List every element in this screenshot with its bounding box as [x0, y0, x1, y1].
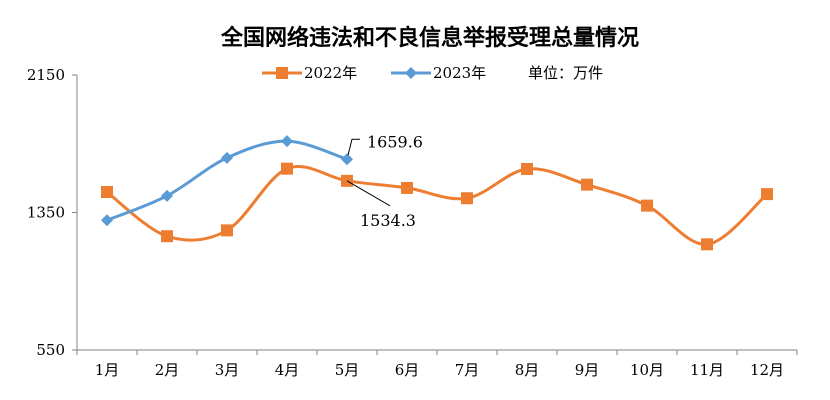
series-2022年 [101, 162, 773, 251]
data-label: 1659.6 [367, 132, 423, 151]
y-tick-label: 1350 [27, 204, 65, 222]
annotation-leader [346, 180, 391, 207]
data-point [281, 135, 293, 148]
legend-marker-2023 [405, 67, 417, 79]
y-tick-label: 2150 [27, 66, 65, 84]
data-point [581, 178, 593, 191]
data-point [221, 224, 233, 237]
series-2023年 [101, 135, 353, 227]
unit-note: 单位：万件 [528, 64, 603, 82]
x-tick-label: 7月 [455, 361, 480, 379]
legend-label-2023: 2023年 [433, 64, 486, 82]
x-tick-label: 6月 [395, 361, 420, 379]
data-point [161, 189, 173, 202]
data-point [761, 188, 773, 201]
x-tick-label: 5月 [335, 361, 360, 379]
series-line [106, 165, 769, 246]
y-tick-label: 550 [36, 341, 65, 359]
data-label: 1534.3 [360, 211, 416, 230]
chart-title: 全国网络违法和不良信息举报受理总量情况 [220, 25, 639, 51]
data-point [401, 181, 413, 194]
x-tick-label: 3月 [215, 361, 240, 379]
x-tick-label: 9月 [575, 361, 600, 379]
data-point [341, 153, 353, 166]
data-point [161, 230, 173, 243]
data-point [281, 162, 293, 175]
data-point [701, 238, 713, 251]
data-point [641, 199, 653, 212]
x-tick-label: 10月 [630, 361, 664, 379]
x-tick-label: 11月 [690, 361, 724, 379]
legend-label-2022: 2022年 [304, 64, 357, 82]
data-point [461, 192, 473, 205]
x-tick-label: 4月 [275, 361, 300, 379]
data-point [521, 163, 533, 176]
data-point [101, 186, 113, 199]
data-point [101, 214, 113, 227]
x-tick-label: 1月 [95, 361, 120, 379]
legend-marker-2022 [276, 67, 288, 79]
annotation-leader [347, 138, 360, 156]
x-tick-label: 8月 [515, 361, 540, 379]
x-tick-label: 2月 [155, 361, 180, 379]
data-point [221, 151, 233, 164]
x-tick-label: 12月 [750, 361, 784, 379]
legend: 2022年 2023年 单位：万件 [262, 64, 603, 82]
